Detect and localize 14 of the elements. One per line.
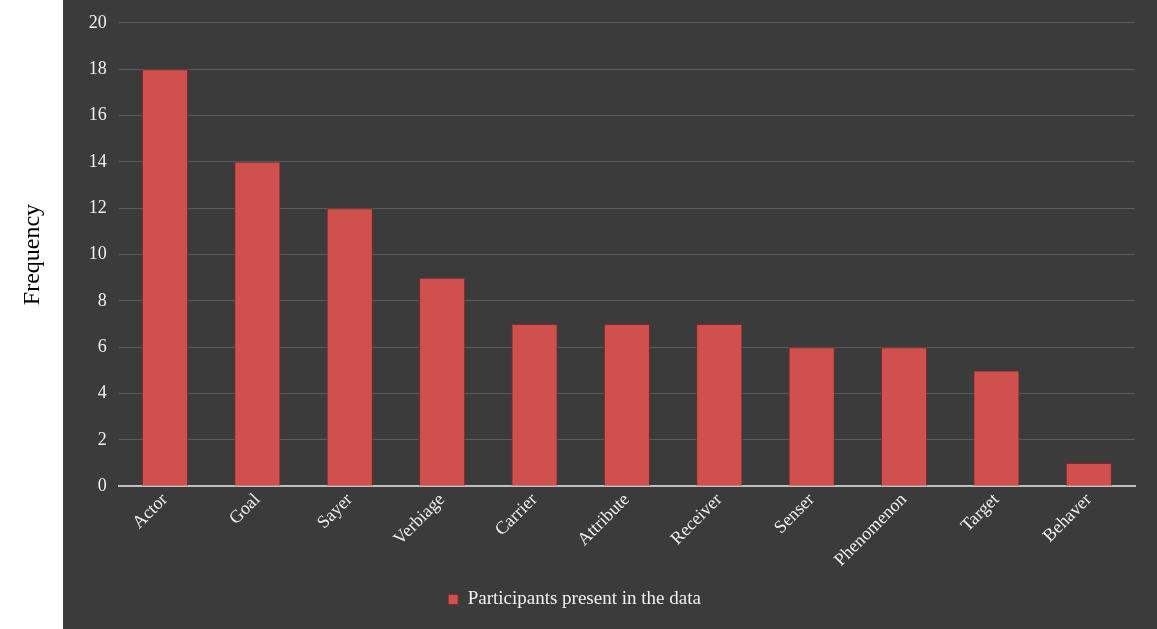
y-tick-label: 20 xyxy=(88,11,107,32)
y-tick-label: 4 xyxy=(97,382,107,403)
y-tick-label: 14 xyxy=(88,150,107,171)
y-tick-label: 8 xyxy=(97,289,107,310)
y-tick-label: 12 xyxy=(88,196,107,217)
x-tick-label: Goal xyxy=(224,488,264,528)
y-tick-label: 0 xyxy=(97,475,107,495)
y-tick-label: 18 xyxy=(88,57,107,78)
legend-label: Participants present in the data xyxy=(467,587,702,609)
y-tick-label: 6 xyxy=(97,335,107,356)
y-tick-label: 2 xyxy=(97,428,107,449)
y-tick-label: 10 xyxy=(88,243,107,264)
y-tick-label: 16 xyxy=(88,104,107,125)
y-axis-title: Frequency xyxy=(17,203,44,306)
